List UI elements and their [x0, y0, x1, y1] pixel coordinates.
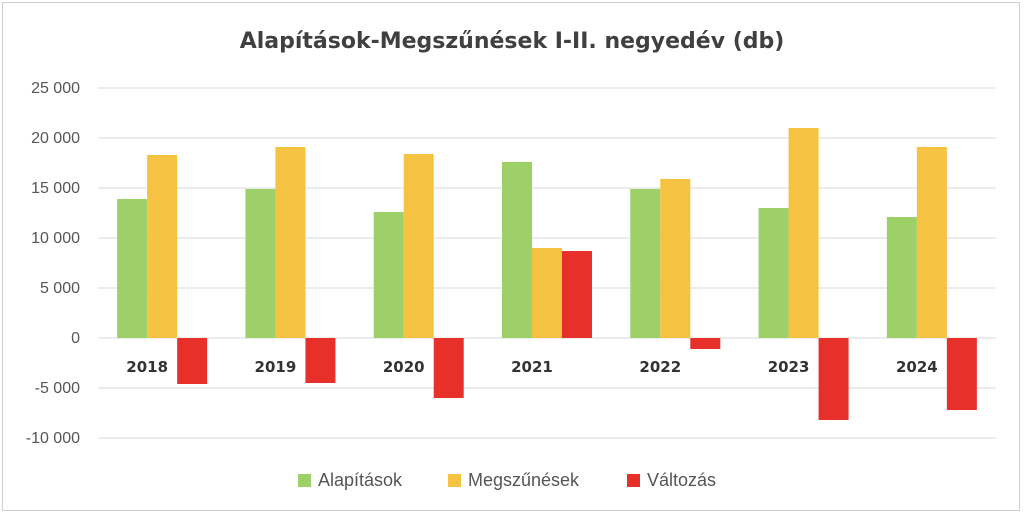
- bar-megszűnések: [916, 147, 947, 338]
- legend-label: Alapítások: [318, 470, 403, 490]
- chart-title: Alapítások-Megszűnések I-II. negyedév (d…: [239, 29, 785, 54]
- y-tick-label: -10 000: [26, 430, 80, 447]
- x-category-label: 2022: [639, 358, 681, 376]
- bar-változás: [177, 338, 208, 384]
- y-tick-label: 15 000: [31, 180, 80, 197]
- bar-megszűnések: [275, 147, 306, 338]
- legend-label: Megszűnések: [468, 470, 580, 490]
- bar-változás: [433, 338, 464, 398]
- bar-változás: [562, 251, 592, 338]
- x-category-label: 2021: [511, 358, 553, 376]
- bar-alapítások: [373, 212, 404, 338]
- bar-változás: [818, 338, 849, 420]
- y-tick-label: 10 000: [31, 230, 80, 247]
- y-tick-label: -5 000: [35, 380, 80, 397]
- bar-változás: [946, 338, 977, 410]
- bar-alapítások: [630, 189, 661, 338]
- bar-alapítások: [502, 162, 532, 338]
- legend-swatch: [627, 474, 640, 487]
- bar-alapítások: [886, 217, 917, 338]
- y-tick-label: 25 000: [31, 80, 80, 97]
- bar-változás: [690, 338, 721, 349]
- x-category-label: 2018: [126, 358, 168, 376]
- legend-swatch: [448, 474, 461, 487]
- legend-swatch: [298, 474, 311, 487]
- bar-megszűnések: [147, 155, 178, 338]
- x-category-label: 2019: [255, 358, 297, 376]
- bar-megszűnések: [660, 179, 691, 338]
- bar-alapítások: [758, 208, 789, 338]
- bar-alapítások: [245, 189, 276, 338]
- bar-megszűnések: [403, 154, 434, 338]
- bar-változás: [305, 338, 336, 383]
- y-tick-label: 20 000: [31, 130, 80, 147]
- bar-alapítások: [117, 199, 148, 338]
- x-category-label: 2023: [768, 358, 810, 376]
- x-category-label: 2020: [383, 358, 425, 376]
- bar-megszűnések: [532, 248, 562, 338]
- legend-label: Változás: [647, 470, 716, 490]
- bar-megszűnések: [788, 128, 819, 338]
- x-category-label: 2024: [896, 358, 938, 376]
- y-tick-label: 0: [71, 330, 80, 347]
- y-tick-label: 5 000: [40, 280, 80, 297]
